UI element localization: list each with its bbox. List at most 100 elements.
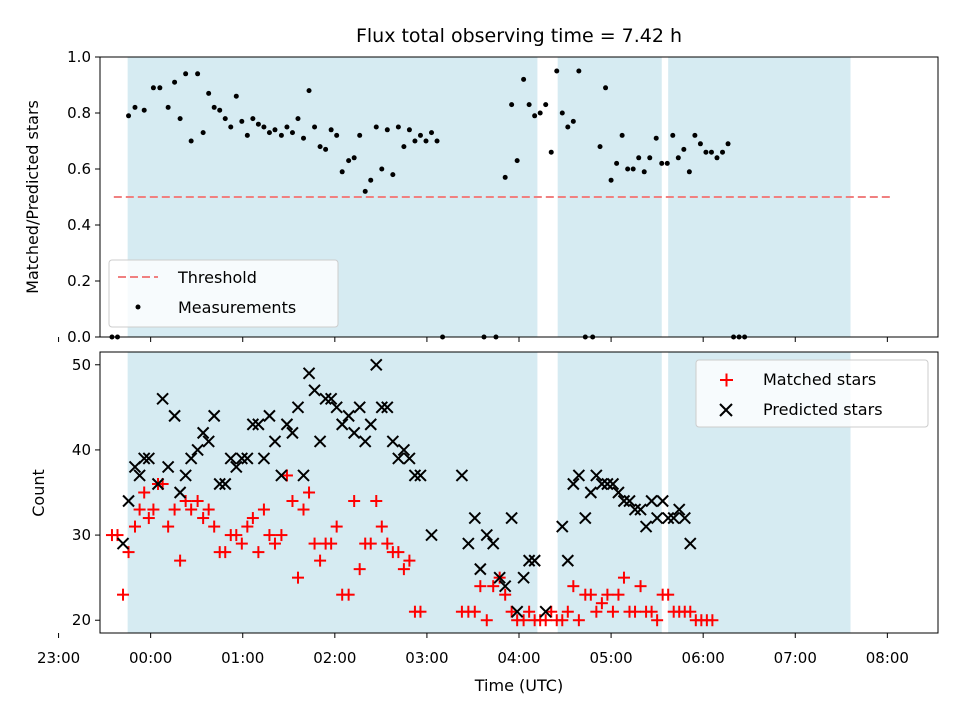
matched-star-point-62 [487, 580, 500, 593]
predicted-star-point-56 [462, 537, 475, 550]
matched-star-point-12 [168, 503, 181, 516]
predicted-star-point-71 [567, 477, 580, 491]
measurement-point-64 [532, 113, 538, 119]
matched-star-point-59 [468, 605, 481, 618]
measurement-point-47 [390, 172, 396, 178]
matched-star-point-75 [561, 605, 574, 618]
x-tick-label-1: 00:00 [129, 649, 172, 667]
measurement-point-84 [647, 155, 653, 161]
top-y-ticks: 0.0 0.2 0.4 0.6 0.8 1.0 [67, 48, 100, 346]
measurement-point-97 [720, 149, 726, 155]
bottom-y-tick-label-1: 30 [72, 526, 91, 544]
predicted-star-point-61 [493, 571, 506, 584]
predicted-star-point-34 [308, 384, 321, 397]
matched-star-point-26 [246, 512, 259, 525]
predicted-star-point-86 [650, 511, 664, 525]
measurement-point-19 [233, 93, 239, 99]
measurement-point-30 [295, 116, 301, 122]
measurement-point-94 [703, 149, 709, 155]
measurement-point-66 [543, 102, 549, 108]
matched-star-point-101 [706, 614, 719, 627]
predicted-star-point-69 [556, 520, 569, 533]
bottom-y-ticks: 20 30 40 50 [72, 356, 100, 629]
measurement-point-32 [306, 88, 312, 94]
matched-star-point-4 [128, 520, 141, 533]
predicted-star-point-89 [667, 511, 680, 525]
predicted-star-point-15 [202, 435, 215, 448]
predicted-star-point-74 [584, 486, 598, 499]
predicted-star-point-23 [246, 418, 260, 431]
top-y-axis-label: Matched/Predicted stars [23, 100, 42, 294]
matched-star-point-6 [138, 486, 151, 499]
matched-star-point-17 [197, 512, 210, 525]
measurement-point-45 [379, 166, 385, 172]
matched-star-point-83 [606, 605, 619, 618]
predicted-star-point-1 [122, 494, 135, 508]
top-legend-box [108, 259, 339, 328]
predicted-star-point-40 [342, 409, 355, 423]
predicted-star-point-54 [425, 528, 438, 542]
predicted-star-point-78 [606, 477, 620, 491]
predicted-star-point-91 [678, 511, 691, 525]
matched-star-point-54 [403, 554, 416, 567]
predicted-star-point-80 [617, 494, 631, 508]
predicted-star-point-8 [161, 460, 175, 474]
predicted-star-point-60 [487, 537, 500, 550]
measurement-point-15 [211, 104, 217, 110]
predicted-star-point-67 [528, 554, 541, 567]
matched-star-point-37 [308, 537, 321, 550]
predicted-star-point-36 [319, 392, 332, 406]
measurement-point-86 [659, 160, 665, 166]
matched-star-point-77 [572, 614, 585, 627]
matched-star-point-38 [314, 554, 327, 567]
predicted-star-point-92 [684, 537, 697, 550]
bottom-x-ticks: 23:00 00:00 01:00 02:00 03:00 04:00 05:00 06:00… [37, 633, 909, 667]
matched-star-point-71 [539, 614, 552, 627]
measurement-point-83 [641, 169, 647, 175]
measurement-point-49 [401, 144, 407, 150]
top-y-tick-label-4: 0.8 [67, 104, 91, 122]
predicted-star-point-46 [375, 401, 388, 414]
predicted-star-point-72 [572, 469, 586, 482]
predicted-star-point-5 [142, 452, 156, 465]
measurement-point-41 [357, 132, 363, 138]
predicted-star-point-62 [498, 579, 512, 593]
measurement-point-46 [384, 127, 390, 133]
measurement-point-92 [692, 132, 698, 138]
predicted-star-point-32 [297, 469, 310, 482]
predicted-star-point-25 [257, 452, 271, 465]
matched-star-point-40 [325, 537, 338, 550]
matched-star-point-68 [523, 605, 536, 618]
measurement-point-27 [278, 132, 284, 138]
measurement-point-35 [323, 146, 329, 152]
matched-star-point-76 [567, 580, 580, 593]
measurement-point-52 [417, 132, 423, 138]
measurement-point-70 [565, 124, 571, 130]
measurement-point-21 [244, 132, 250, 138]
matched-star-point-28 [257, 503, 270, 516]
matched-star-point-30 [268, 537, 281, 550]
measurement-point-91 [686, 169, 692, 175]
measurement-point-93 [697, 141, 703, 147]
predicted-star-point-33 [302, 367, 316, 380]
measurement-point-34 [317, 144, 323, 150]
predicted-star-point-81 [623, 494, 636, 508]
measurement-point-39 [346, 158, 352, 164]
measurement-point-98 [725, 141, 731, 147]
measurement-point-79 [619, 132, 625, 138]
predicted-star-point-52 [408, 469, 422, 482]
matched-star-point-8 [147, 503, 160, 516]
matched-star-point-53 [397, 563, 410, 576]
predicted-star-point-44 [364, 418, 377, 431]
predicted-star-point-79 [612, 486, 625, 499]
measurement-point-90 [681, 146, 687, 152]
matched-star-point-49 [375, 520, 388, 533]
matched-star-point-91 [651, 614, 664, 627]
x-tick-label-9: 08:00 [866, 649, 909, 667]
legend-matched-label: Matched stars [763, 370, 876, 389]
predicted-star-point-75 [590, 469, 603, 482]
measurement-point-55 [434, 138, 440, 144]
legend-predicted-label: Predicted stars [763, 400, 883, 419]
matched-star-point-5 [133, 503, 146, 516]
bottom-legend-box [695, 359, 929, 428]
